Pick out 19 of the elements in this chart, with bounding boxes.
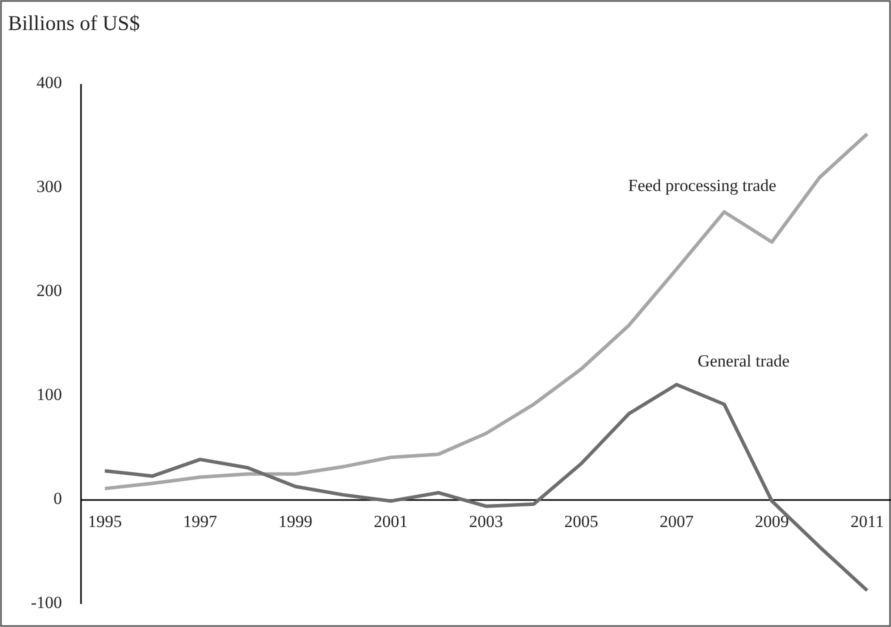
x-tick-label: 1997: [183, 512, 218, 531]
chart-title: Billions of US$: [8, 11, 140, 35]
x-tick-label: 2001: [374, 512, 408, 531]
series-label: Feed processing trade: [628, 176, 776, 195]
x-tick-label: 1995: [88, 512, 122, 531]
x-tick-label: 2003: [469, 512, 503, 531]
y-tick-label: 400: [36, 72, 62, 92]
x-tick-label: 2011: [850, 512, 884, 531]
series-label: General trade: [698, 351, 790, 370]
y-tick-label: 0: [54, 488, 62, 508]
x-tick-label: 2009: [754, 512, 789, 531]
x-tick-label: 2005: [564, 512, 598, 531]
y-tick-label: 100: [36, 384, 62, 404]
x-tick-label: 1999: [278, 512, 312, 531]
y-tick-label: 300: [36, 176, 62, 196]
x-tick-label: 2007: [660, 512, 694, 531]
line-series: [103, 132, 869, 490]
y-tick-label: 200: [36, 280, 62, 300]
y-tick-label: -100: [30, 592, 62, 612]
